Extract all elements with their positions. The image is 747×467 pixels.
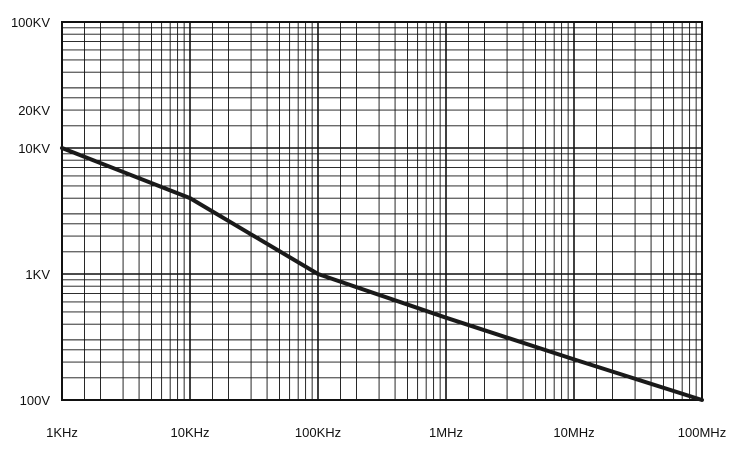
plot-frame [61, 21, 703, 401]
label-layer: 1KHz 10KHz 100KHz 1MHz 10MHz 100MHz 100KV 20KV 1… [11, 15, 726, 440]
x-tick-label: 1MHz [429, 425, 463, 440]
x-tick-label: 10MHz [553, 425, 594, 440]
y-tick-label: 10KV [18, 141, 50, 156]
y-tick-label: 100V [20, 393, 51, 408]
x-tick-label: 10KHz [170, 425, 209, 440]
x-tick-label: 100KHz [295, 425, 341, 440]
y-tick-label: 100KV [11, 15, 50, 30]
series-line [60, 146, 704, 402]
y-tick-label: 20KV [18, 103, 50, 118]
x-tick-label: 1KHz [46, 425, 78, 440]
grid-layer [61, 22, 702, 401]
series-layer [60, 146, 704, 402]
y-tick-label: 1KV [25, 267, 50, 282]
x-tick-label: 100MHz [678, 425, 726, 440]
frame-layer [61, 21, 703, 401]
